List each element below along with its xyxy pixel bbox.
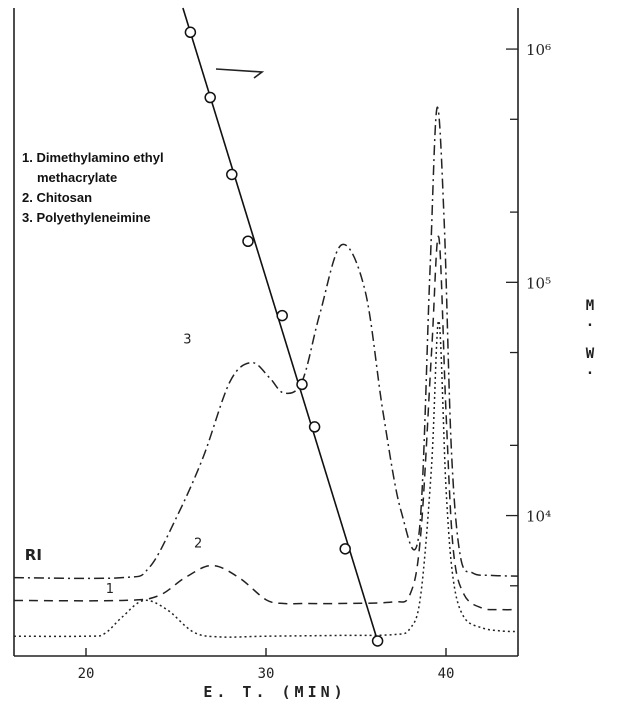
legend-item-1: 1. Dimethylamino ethyl (22, 150, 164, 165)
trace-label-2: 2 (194, 536, 202, 551)
calibration-point (242, 235, 254, 247)
legend-item-3: 3. Polyethyleneimine (22, 210, 151, 225)
calibration-point (204, 91, 216, 104)
legend: 1. Dimethylamino ethyl methacrylate 2. C… (22, 148, 164, 228)
trace-label-RI: RI (25, 546, 42, 564)
x-tick-label: 20 (78, 666, 95, 682)
calibration-point (226, 168, 238, 181)
y-tick-label: 10⁴ (526, 508, 551, 526)
series-3-line (13, 106, 519, 580)
calibration-point (371, 635, 384, 647)
trace-label-3: 3 (183, 333, 191, 348)
y-tick-label: 10⁵ (526, 274, 551, 292)
series-1-line (13, 320, 519, 638)
x-tick-label: 30 (258, 666, 275, 682)
y-axis-label: M. W. (585, 298, 595, 378)
trace-label-1: 1 (106, 582, 114, 597)
calibration-point (339, 543, 351, 555)
calibration-point (184, 26, 197, 39)
legend-item-1-cont: methacrylate (37, 170, 118, 185)
y-tick-label: 10⁶ (526, 41, 551, 59)
calibration-point (308, 421, 321, 433)
calibration-line (182, 7, 380, 645)
calibration-point (296, 378, 308, 391)
x-axis-label: E. T. (MIN) (203, 683, 347, 701)
x-tick-label: 40 (438, 666, 455, 682)
legend-item-2: 2. Chitosan (22, 190, 93, 205)
series-2-line (13, 235, 519, 611)
calibration-point (276, 309, 288, 322)
arrow-icon (215, 68, 265, 79)
